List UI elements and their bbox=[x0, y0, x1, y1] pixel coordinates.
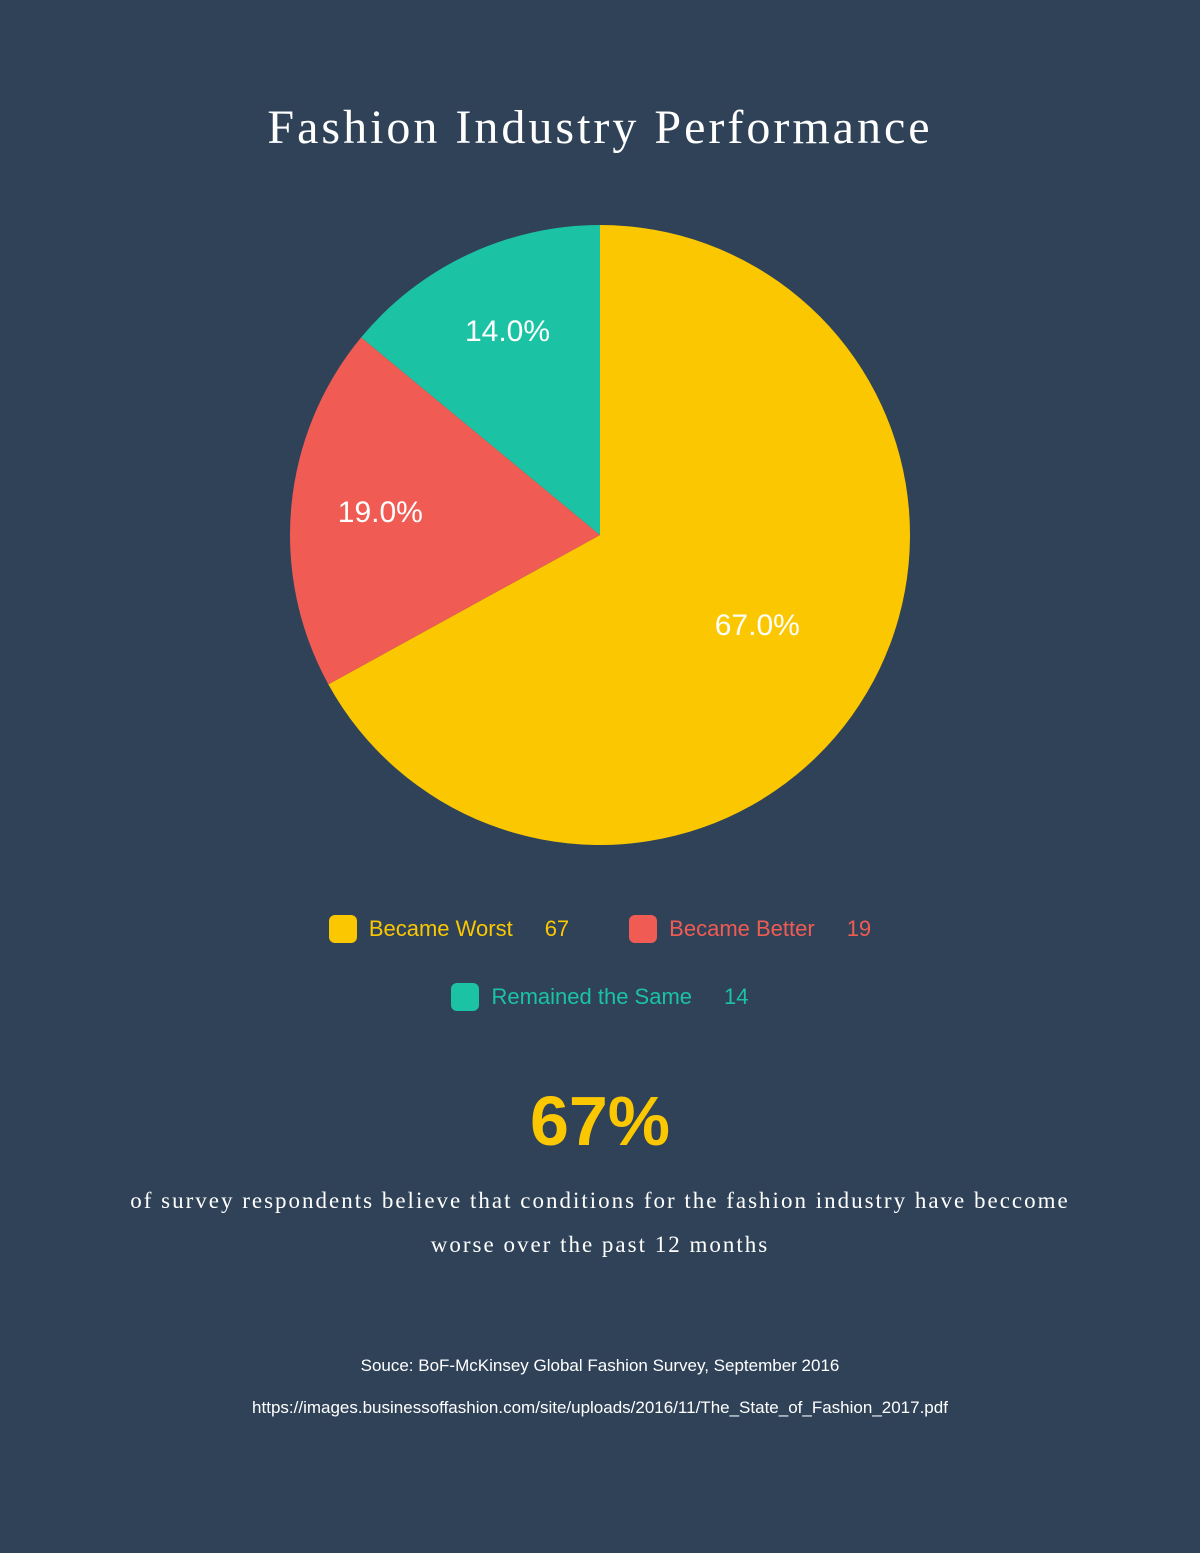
page-title: Fashion Industry Performance bbox=[0, 0, 1200, 155]
highlight-number: 67% bbox=[0, 1081, 1200, 1161]
legend-value: 19 bbox=[847, 916, 871, 942]
legend-label: Remained the Same bbox=[491, 984, 692, 1010]
pie-slice-label: 19.0% bbox=[338, 496, 423, 530]
legend-value: 14 bbox=[724, 984, 748, 1010]
legend-swatch bbox=[451, 983, 479, 1011]
legend-swatch bbox=[629, 915, 657, 943]
legend: Became Worst 67 Became Better 19 Remained th… bbox=[240, 915, 960, 1011]
footer-source: Souce: BoF-McKinsey Global Fashion Surve… bbox=[0, 1356, 1200, 1376]
highlight-caption: of survey respondents believe that condi… bbox=[0, 1179, 1200, 1266]
footer: Souce: BoF-McKinsey Global Fashion Surve… bbox=[0, 1356, 1200, 1418]
legend-label: Became Better bbox=[669, 916, 815, 942]
pie-slice-label: 14.0% bbox=[465, 315, 550, 349]
pie-chart-container: 67.0% 19.0% 14.0% bbox=[0, 225, 1200, 845]
pie-slice-label: 67.0% bbox=[715, 609, 800, 643]
legend-swatch bbox=[329, 915, 357, 943]
legend-value: 67 bbox=[545, 916, 569, 942]
legend-item: Became Worst 67 bbox=[329, 915, 569, 943]
pie-chart: 67.0% 19.0% 14.0% bbox=[290, 225, 910, 845]
legend-label: Became Worst bbox=[369, 916, 513, 942]
legend-item: Remained the Same 14 bbox=[451, 983, 748, 1011]
legend-item: Became Better 19 bbox=[629, 915, 871, 943]
footer-url: https://images.businessoffashion.com/sit… bbox=[0, 1398, 1200, 1418]
